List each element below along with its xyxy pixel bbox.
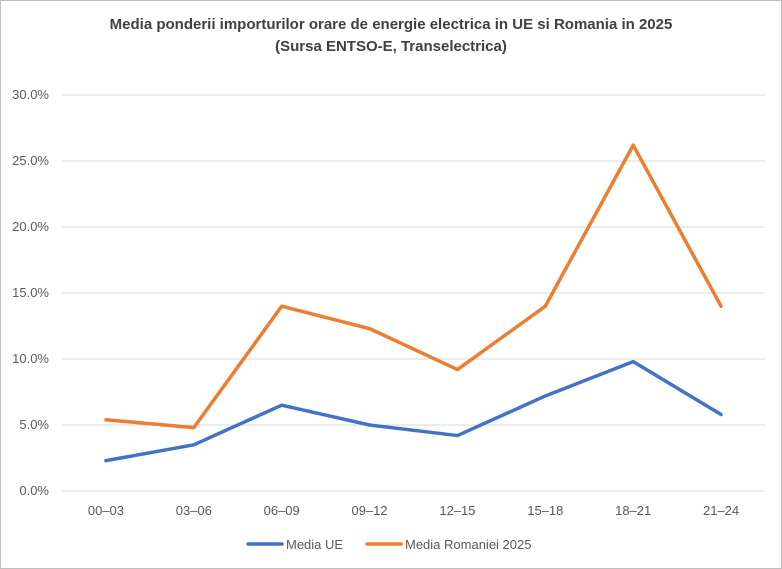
series-line (104, 143, 723, 430)
data-point (719, 412, 723, 416)
data-point (455, 368, 459, 372)
y-tick-label: 30.0% (12, 87, 49, 102)
data-point (280, 403, 284, 407)
x-tick-label: 00–03 (88, 503, 124, 518)
data-point (719, 304, 723, 308)
y-tick-label: 10.0% (12, 351, 49, 366)
x-axis-ticks: 00–03 03–06 06–09 09–12 12–15 15–18 18–21 21–24 (88, 503, 739, 518)
x-tick-label: 06–09 (264, 503, 300, 518)
data-point (368, 423, 372, 427)
legend-label: Media Romaniei 2025 (405, 537, 531, 552)
y-tick-label: 15.0% (12, 285, 49, 300)
data-point (104, 459, 108, 463)
data-point (368, 327, 372, 331)
series-lines (104, 143, 723, 463)
chart-title-block: Media ponderii importurilor orare de ene… (0, 14, 782, 58)
data-point (192, 443, 196, 447)
y-axis-ticks: 0.0% 5.0% 10.0% 15.0% 20.0% 25.0% 30.0% (12, 87, 49, 498)
chart-title: Media ponderii importurilor orare de ene… (109, 16, 673, 33)
data-point (543, 304, 547, 308)
y-tick-label: 25.0% (12, 153, 49, 168)
y-tick-label: 0.0% (19, 483, 49, 498)
data-point (631, 360, 635, 364)
x-tick-label: 15–18 (527, 503, 563, 518)
y-tick-label: 20.0% (12, 219, 49, 234)
data-point (455, 434, 459, 438)
legend: Media UE Media Romaniei 2025 (246, 537, 531, 552)
x-tick-label: 18–21 (615, 503, 651, 518)
x-tick-label: 12–15 (439, 503, 475, 518)
legend-label: Media UE (286, 537, 343, 552)
data-point (104, 418, 108, 422)
series-line (104, 359, 723, 463)
data-point (543, 394, 547, 398)
data-point (280, 304, 284, 308)
x-tick-label: 09–12 (351, 503, 387, 518)
data-point (631, 143, 635, 147)
gridlines (62, 94, 765, 492)
y-tick-label: 5.0% (19, 417, 49, 432)
x-tick-label: 21–24 (703, 503, 739, 518)
data-point (192, 426, 196, 430)
chart-subtitle: (Sursa ENTSO-E, Transelectrica) (275, 38, 507, 55)
x-tick-label: 03–06 (176, 503, 212, 518)
